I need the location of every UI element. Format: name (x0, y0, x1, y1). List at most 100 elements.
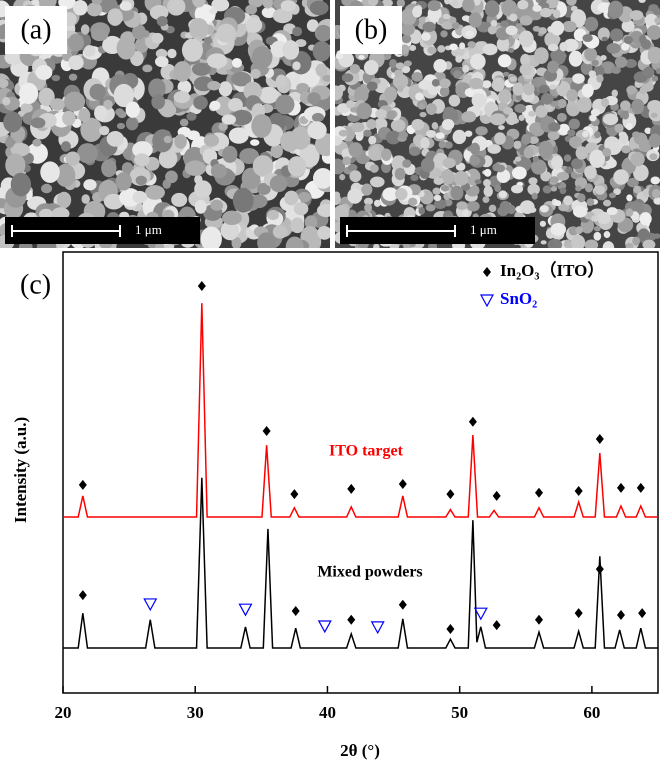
grain (257, 182, 271, 196)
legend-symbol (483, 267, 491, 277)
grain (145, 185, 165, 200)
grain (582, 34, 593, 42)
grain (155, 48, 168, 59)
grain (611, 89, 618, 98)
grain (290, 217, 305, 234)
grain (426, 103, 437, 115)
triangle-marker (238, 603, 253, 617)
diamond-marker (446, 624, 455, 635)
grain (243, 81, 262, 101)
grain (539, 7, 552, 18)
grain (517, 0, 529, 10)
grain (142, 64, 153, 73)
grain (363, 59, 379, 76)
grain (566, 89, 578, 102)
grain (349, 63, 361, 74)
grain (572, 205, 588, 218)
grain (613, 188, 621, 195)
grain (639, 212, 652, 226)
panel-label: (b) (355, 14, 388, 45)
grain (10, 142, 30, 157)
grain (132, 141, 153, 159)
grain (482, 43, 498, 56)
grain (3, 111, 23, 133)
grain (438, 140, 447, 149)
grain (231, 237, 242, 248)
grain (410, 174, 419, 182)
grain (193, 95, 208, 110)
series-label: ITO target (329, 443, 404, 460)
grain (210, 163, 227, 179)
grain (189, 17, 209, 41)
grain (603, 231, 611, 239)
grain (257, 232, 276, 248)
grain (494, 132, 506, 145)
grain (40, 161, 60, 183)
grain (538, 140, 554, 159)
grain (68, 55, 84, 71)
grain (312, 41, 330, 62)
grain (639, 86, 648, 95)
grain (152, 129, 173, 153)
grain (548, 122, 561, 132)
grain (149, 5, 169, 20)
grain (60, 141, 71, 152)
grain (497, 54, 512, 68)
grain (184, 160, 206, 176)
grain (469, 155, 481, 166)
diamond-marker (78, 479, 87, 490)
grain (408, 146, 421, 157)
grain (649, 153, 658, 161)
grain (584, 165, 597, 179)
grain (601, 36, 608, 42)
grain (608, 0, 624, 19)
grain (35, 64, 53, 80)
grain (580, 61, 593, 75)
grain (369, 164, 379, 173)
grain (496, 169, 511, 184)
grain (651, 75, 659, 82)
grain (250, 139, 260, 146)
grain (632, 131, 641, 138)
grain (2, 96, 11, 106)
grain (210, 199, 224, 211)
grain (420, 157, 435, 173)
grain (350, 106, 359, 113)
grain (532, 155, 539, 163)
grain (621, 145, 631, 154)
grain (292, 61, 301, 71)
diamond-marker (290, 489, 299, 500)
grain (482, 196, 490, 204)
grain (505, 25, 518, 36)
grain (507, 47, 515, 53)
grain (568, 50, 583, 67)
grain (151, 94, 166, 110)
grain (565, 166, 573, 174)
grain (584, 239, 599, 248)
grain (487, 144, 501, 154)
grain (551, 155, 564, 170)
grain (462, 0, 475, 12)
grain (351, 122, 365, 133)
grain (501, 0, 518, 17)
grain (453, 170, 469, 186)
legend-label: In₂O₃（ITO） (500, 260, 604, 280)
grain (557, 112, 567, 122)
grain (449, 43, 458, 51)
grain (498, 190, 508, 199)
grain (194, 180, 212, 199)
grain (452, 129, 467, 145)
grain (484, 168, 492, 177)
grain (514, 103, 526, 113)
grain (499, 20, 509, 29)
grain (550, 20, 565, 36)
grain (231, 71, 252, 87)
grain (448, 94, 461, 107)
grain (468, 12, 483, 28)
grain (596, 74, 604, 83)
grain (652, 188, 660, 199)
legend-label: SnO₂ (500, 289, 537, 308)
grain (642, 239, 656, 248)
grain (419, 111, 427, 118)
grain (648, 4, 659, 12)
